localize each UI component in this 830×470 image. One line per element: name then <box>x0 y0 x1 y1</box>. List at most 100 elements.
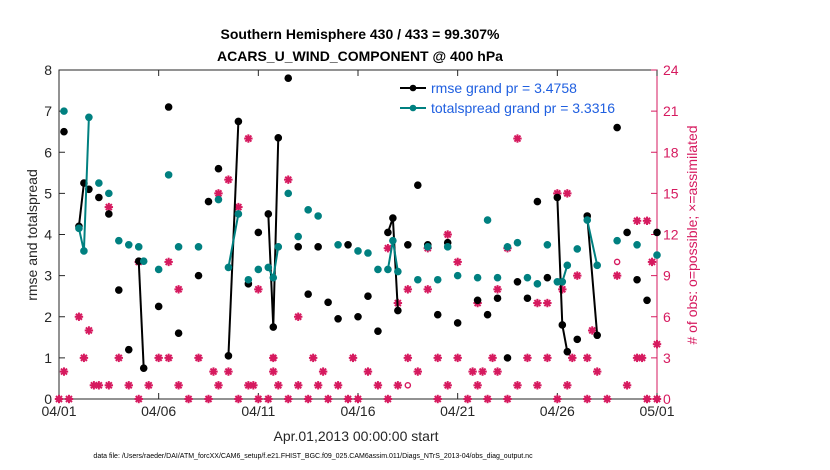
totalspread-point <box>334 240 342 249</box>
obs-stroke <box>613 271 621 280</box>
obs-stroke <box>553 395 562 403</box>
obs-assimilated-marker <box>453 257 462 267</box>
obs-assimilated-marker <box>174 381 183 390</box>
totalspread-point <box>105 189 113 198</box>
obs-stroke <box>204 395 213 403</box>
rmse-line <box>586 215 599 336</box>
rmse-point <box>154 302 163 311</box>
totalspread-point <box>558 277 567 286</box>
obs-stroke <box>603 395 611 403</box>
rmse-point <box>264 210 273 218</box>
rmse-point <box>274 134 283 142</box>
obs-assimilated-marker <box>104 202 114 212</box>
rmse-point <box>523 294 532 303</box>
obs-assimilated-marker <box>553 394 562 404</box>
y-tick-label-left: 4 <box>44 227 52 243</box>
rmse-point <box>558 321 567 329</box>
obs-assimilated-marker <box>513 134 522 143</box>
obs-assimilated-marker <box>583 353 592 363</box>
obs-stroke <box>513 134 522 143</box>
rmse-point <box>543 273 552 282</box>
obs-assimilated-marker <box>318 367 328 376</box>
obs-possible-marker <box>404 381 412 389</box>
obs-assimilated-marker <box>269 367 278 376</box>
obs-assimilated-marker <box>443 381 452 390</box>
obs-stroke <box>653 340 661 348</box>
obs-stroke <box>174 285 183 294</box>
chart-title-line2: ACARS_U_WIND_COMPONENT @ 400 hPa <box>217 48 503 64</box>
obs-assimilated-marker <box>488 353 497 363</box>
obs-assimilated-marker <box>353 394 363 404</box>
totalspread-point <box>134 243 143 251</box>
obs-stroke <box>309 354 317 362</box>
totalspread-point <box>384 265 392 274</box>
legend-marker <box>409 104 417 112</box>
obs-stroke <box>653 395 661 403</box>
obs-stroke <box>254 395 263 403</box>
obs-assimilated-marker <box>543 353 552 363</box>
rmse-point <box>254 228 263 237</box>
rmse-point <box>483 310 492 319</box>
obs-stroke <box>269 367 277 376</box>
obs-assimilated-marker <box>642 394 652 404</box>
obs-assimilated-marker <box>234 394 243 404</box>
y-tick-label-right: 3 <box>663 350 671 366</box>
obs-stroke <box>75 313 83 321</box>
footnote: data file: /Users/raeder/DAI/ATM_forcXX/… <box>93 453 533 460</box>
rmse-point <box>414 181 422 189</box>
obs-stroke <box>434 395 442 403</box>
obs-assimilated-marker <box>79 353 89 363</box>
y-tick-label-right: 24 <box>663 62 679 78</box>
obs-assimilated-marker <box>602 394 612 404</box>
obs-assimilated-marker <box>244 134 253 143</box>
obs-stroke <box>623 381 631 389</box>
obs-assimilated-marker <box>612 271 622 280</box>
obs-assimilated-marker <box>588 326 597 335</box>
obs-assimilated-marker <box>543 298 552 308</box>
y-tick-label-left: 6 <box>44 144 52 160</box>
obs-stroke <box>284 175 292 184</box>
rmse-point <box>304 290 312 298</box>
legend-marker <box>409 84 417 92</box>
obs-stroke <box>214 189 223 198</box>
obs-assimilated-marker <box>523 353 532 363</box>
obs-stroke <box>493 285 502 294</box>
rmse-point <box>174 329 183 338</box>
obs-assimilated-marker <box>308 353 318 363</box>
obs-assimilated-marker <box>214 381 223 390</box>
obs-stroke <box>648 258 656 266</box>
rmse-point <box>224 352 233 360</box>
obs-stroke <box>314 381 322 389</box>
totalspread-point <box>274 243 283 251</box>
obs-stroke <box>115 354 123 362</box>
totalspread-point <box>284 189 293 198</box>
obs-assimilated-marker <box>343 394 353 404</box>
obs-stroke <box>404 285 412 294</box>
obs-stroke <box>583 354 591 362</box>
obs-stroke <box>105 381 113 389</box>
obs-stroke <box>144 381 153 389</box>
obs-stroke <box>513 381 522 389</box>
obs-stroke <box>284 395 292 403</box>
obs-assimilated-marker <box>64 394 74 404</box>
obs-stroke <box>404 354 412 362</box>
y-axis-label-left: rmse and totalspread <box>24 169 40 301</box>
totalspread-point <box>124 240 133 249</box>
x-tick-label: 04/11 <box>241 403 275 419</box>
obs-assimilated-marker <box>622 381 632 390</box>
totalspread-point <box>60 107 68 115</box>
obs-assimilated-marker <box>652 339 662 349</box>
totalspread-point <box>80 247 88 255</box>
obs-assimilated-marker <box>94 381 104 390</box>
obs-assimilated-marker <box>294 312 303 321</box>
obs-assimilated-marker <box>209 367 218 376</box>
rmse-point <box>573 335 582 344</box>
obs-stroke <box>583 395 591 403</box>
obs-stroke <box>543 299 552 307</box>
rmse-point <box>294 243 303 251</box>
obs-stroke <box>164 354 173 362</box>
obs-stroke <box>125 381 133 389</box>
obs-stroke <box>224 175 233 184</box>
obs-stroke <box>468 367 477 376</box>
obs-assimilated-marker <box>383 394 393 404</box>
